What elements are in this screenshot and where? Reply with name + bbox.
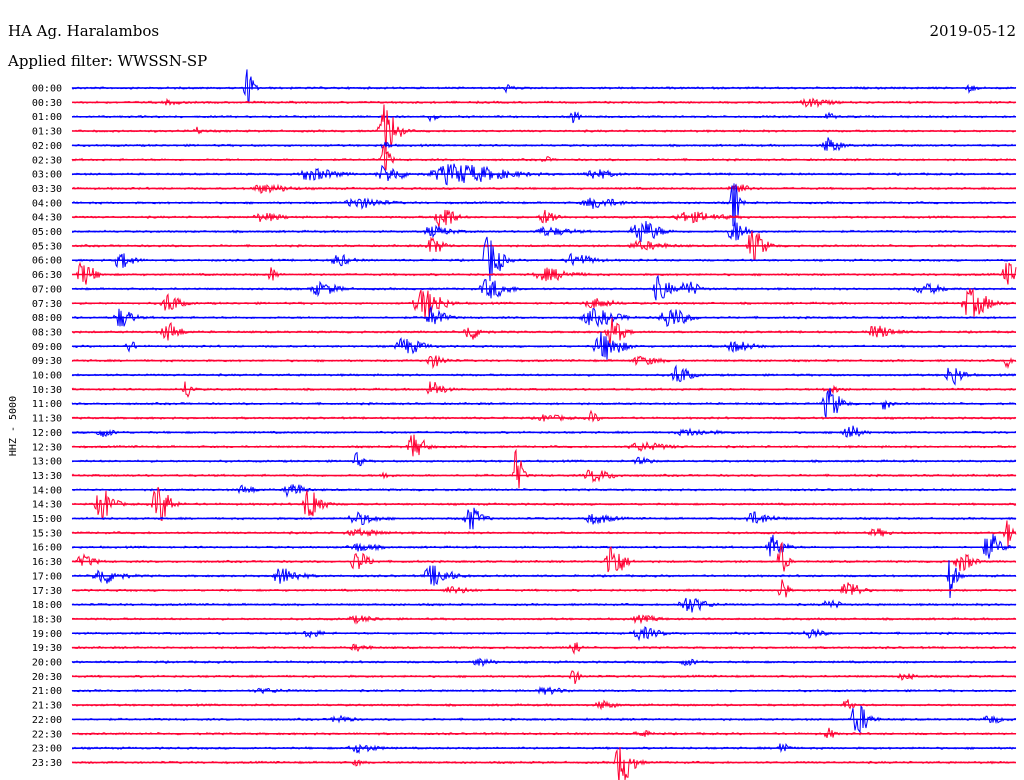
time-tick-label: 17:00 bbox=[32, 571, 62, 582]
time-tick-label: 22:30 bbox=[32, 729, 62, 740]
channel-axis-label: HHZ - 5000 bbox=[8, 396, 19, 456]
time-tick-label: 15:00 bbox=[32, 514, 62, 525]
time-tick-label: 11:30 bbox=[32, 414, 62, 425]
seismic-trace bbox=[71, 670, 1017, 685]
filter-subtitle: Applied filter: WWSSN-SP bbox=[7, 52, 207, 70]
seismic-trace bbox=[72, 219, 1017, 243]
time-tick-label: 10:30 bbox=[32, 385, 62, 396]
time-tick-label: 02:30 bbox=[32, 155, 62, 166]
time-tick-label: 01:30 bbox=[32, 127, 62, 138]
time-tick-label: 20:30 bbox=[32, 672, 62, 683]
seismic-trace bbox=[71, 434, 1017, 457]
seismic-trace bbox=[71, 144, 1017, 171]
time-tick-label: 10:00 bbox=[32, 371, 62, 382]
time-tick-label: 12:00 bbox=[32, 428, 62, 439]
seismic-trace bbox=[71, 409, 1017, 423]
seismic-trace bbox=[71, 579, 1017, 598]
time-tick-label: 05:00 bbox=[32, 227, 62, 238]
time-tick-label: 19:30 bbox=[32, 643, 62, 654]
time-tick-label: 09:30 bbox=[32, 356, 62, 367]
time-tick-label: 17:30 bbox=[32, 586, 62, 597]
seismic-trace bbox=[72, 560, 1017, 599]
time-tick-label: 00:30 bbox=[32, 98, 62, 109]
time-tick-label: 14:30 bbox=[32, 500, 62, 511]
seismic-trace bbox=[71, 209, 1017, 228]
time-tick-label: 16:00 bbox=[32, 543, 62, 554]
seismic-trace bbox=[72, 451, 1017, 467]
time-tick-label: 22:00 bbox=[32, 715, 62, 726]
time-tick-label: 23:00 bbox=[32, 744, 62, 755]
time-tick-label: 19:00 bbox=[32, 629, 62, 640]
seismic-trace bbox=[71, 699, 1017, 711]
time-tick-label: 09:00 bbox=[32, 342, 62, 353]
time-tick-label: 21:00 bbox=[32, 686, 62, 697]
time-tick-label: 07:30 bbox=[32, 299, 62, 310]
seismic-trace bbox=[71, 69, 1017, 103]
time-tick-label: 06:00 bbox=[32, 256, 62, 267]
time-tick-label: 03:30 bbox=[32, 184, 62, 195]
time-tick-label: 13:30 bbox=[32, 471, 62, 482]
station-title: HA Ag. Haralambos bbox=[8, 22, 159, 40]
seismic-trace bbox=[71, 387, 1017, 418]
time-tick-label: 05:30 bbox=[32, 241, 62, 252]
time-tick-label: 00:00 bbox=[32, 84, 62, 95]
time-tick-label: 20:00 bbox=[32, 658, 62, 669]
seismic-trace bbox=[71, 727, 1017, 739]
time-tick-label: 21:30 bbox=[32, 701, 62, 712]
time-tick-label: 02:00 bbox=[32, 141, 62, 152]
seismic-trace bbox=[71, 425, 1017, 438]
time-tick-label: 06:30 bbox=[32, 270, 62, 281]
time-tick-label: 11:00 bbox=[32, 399, 62, 410]
time-tick-label: 13:00 bbox=[32, 457, 62, 468]
seismic-traces bbox=[71, 69, 1017, 780]
time-tick-label: 18:00 bbox=[32, 600, 62, 611]
seismic-trace bbox=[71, 305, 1017, 328]
time-tick-label: 08:30 bbox=[32, 327, 62, 338]
seismic-trace bbox=[71, 534, 1017, 559]
time-tick-label: 18:30 bbox=[32, 614, 62, 625]
record-date: 2019-05-12 bbox=[930, 22, 1016, 40]
seismic-trace bbox=[71, 355, 1017, 370]
seismic-trace bbox=[71, 746, 1016, 780]
time-tick-label: 23:30 bbox=[32, 758, 62, 769]
time-tick-label: 01:00 bbox=[32, 112, 62, 123]
time-tick-label: 03:00 bbox=[32, 170, 62, 181]
seismic-trace bbox=[71, 104, 1017, 155]
time-tick-label: 07:00 bbox=[32, 284, 62, 295]
time-tick-label: 15:30 bbox=[32, 528, 62, 539]
time-tick-label: 14:00 bbox=[32, 485, 62, 496]
seismic-trace bbox=[71, 448, 1017, 489]
time-tick-label: 04:30 bbox=[32, 213, 62, 224]
seismic-trace bbox=[71, 261, 1017, 285]
seismic-trace bbox=[71, 137, 1017, 152]
time-tick-labels: 00:00 00:30 01:00 01:30 02:00 02:30 03:00 03:30… bbox=[32, 84, 62, 769]
time-tick-label: 16:30 bbox=[32, 557, 62, 568]
seismic-trace bbox=[71, 183, 1017, 227]
time-tick-label: 12:30 bbox=[32, 442, 62, 453]
time-tick-label: 04:00 bbox=[32, 198, 62, 209]
time-tick-label: 08:00 bbox=[32, 313, 62, 324]
